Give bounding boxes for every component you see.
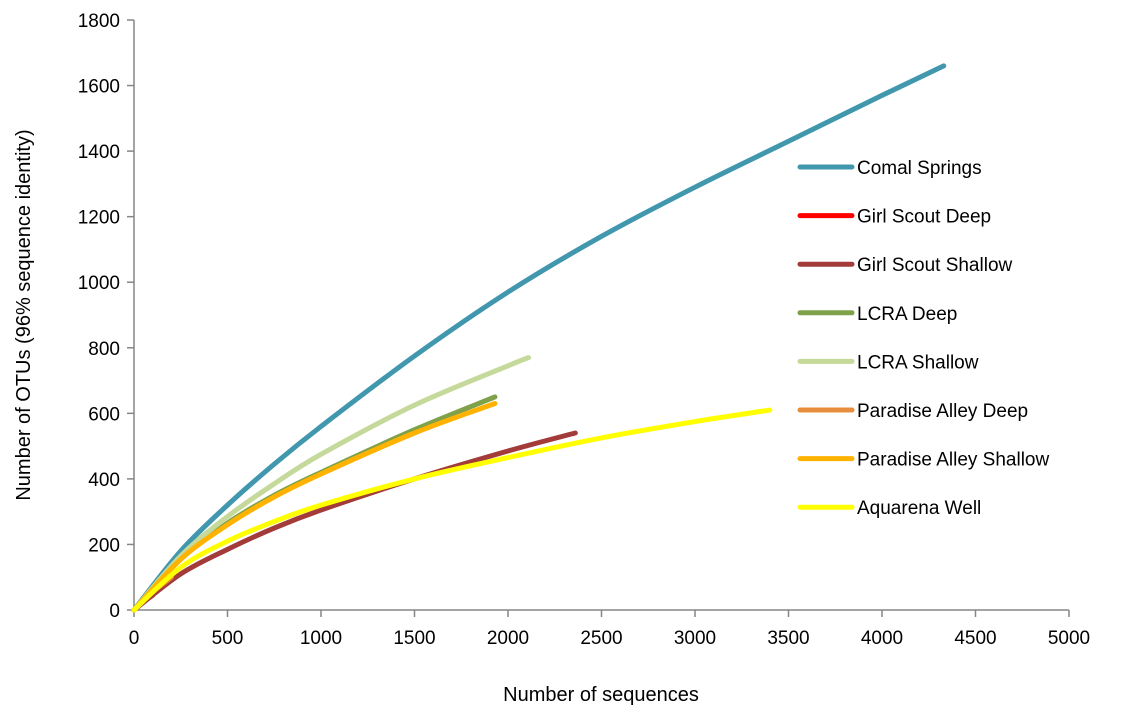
legend-label-paradise-alley-shallow: Paradise Alley Shallow — [857, 450, 1049, 471]
y-tick-label: 0 — [109, 601, 120, 622]
y-tick-label: 200 — [88, 535, 120, 556]
legend: Comal Springs Girl Scout Deep Girl Scout S… — [797, 158, 1049, 519]
series-line-lcra-shallow — [131, 355, 532, 613]
series-line-paradise-alley-shallow — [131, 401, 498, 613]
x-tick-label: 1000 — [300, 628, 342, 649]
y-ticks: 0 200 400 600 800 1000 1200 1400 1600 1800 — [78, 11, 134, 622]
legend-label-girl-scout-shallow: Girl Scout Shallow — [857, 255, 1013, 276]
x-tick-label: 500 — [212, 628, 244, 649]
y-tick-label: 400 — [88, 470, 120, 491]
y-tick-label: 1400 — [78, 142, 120, 163]
y-tick-label: 1600 — [78, 77, 120, 98]
x-ticks: 0 500 1000 1500 2000 2500 3000 3500 4000 4500 5000 — [129, 610, 1090, 649]
y-tick-label: 600 — [88, 404, 120, 425]
x-tick-label: 2000 — [487, 628, 529, 649]
legend-label-girl-scout-deep: Girl Scout Deep — [857, 207, 991, 228]
x-tick-label: 2500 — [580, 628, 622, 649]
legend-label-paradise-alley-deep: Paradise Alley Deep — [857, 401, 1028, 422]
legend-label-lcra-shallow: LCRA Shallow — [857, 352, 979, 373]
x-tick-label: 1500 — [393, 628, 435, 649]
x-tick-label: 4500 — [954, 628, 996, 649]
y-tick-label: 1800 — [78, 11, 120, 32]
legend-label-lcra-deep: LCRA Deep — [857, 304, 957, 325]
y-axis-title: Number of OTUs (96% sequence identity) — [13, 129, 35, 500]
series-line-girl-scout-shallow — [131, 430, 578, 613]
series-group — [131, 63, 947, 613]
x-tick-label: 3500 — [767, 628, 809, 649]
x-axis-title: Number of sequences — [503, 684, 699, 706]
x-tick-label: 0 — [129, 628, 140, 649]
x-tick-label: 3000 — [674, 628, 716, 649]
y-tick-label: 800 — [88, 339, 120, 360]
x-tick-label: 4000 — [861, 628, 903, 649]
legend-label-comal-springs: Comal Springs — [857, 158, 982, 179]
x-tick-label: 5000 — [1048, 628, 1090, 649]
y-tick-label: 1200 — [78, 208, 120, 229]
y-tick-label: 1000 — [78, 273, 120, 294]
legend-label-aquarena-well: Aquarena Well — [857, 498, 981, 519]
series-line-aquarena-well — [131, 407, 773, 613]
series-line-comal-springs — [131, 63, 947, 613]
